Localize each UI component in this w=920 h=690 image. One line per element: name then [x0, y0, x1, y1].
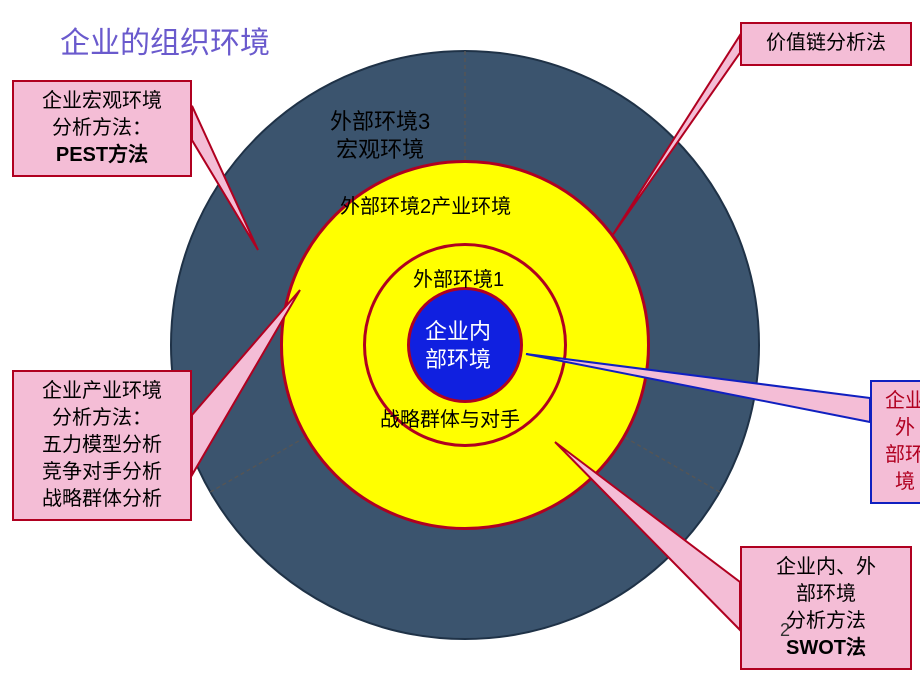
callout-value-chain: 价值链分析法 [740, 22, 912, 66]
callout-pest: 企业宏观环境分析方法：PEST方法 [12, 80, 192, 177]
page-number: 2 [780, 620, 790, 641]
callout-five-forces: 企业产业环境分析方法：五力模型分析竞争对手分析战略群体分析 [12, 370, 192, 521]
callout-internal-env: 企业外部环境 [870, 380, 920, 504]
callout-swot: 企业内、外部环境分析方法SWOT法 [740, 546, 912, 670]
diagram-stage: 企业的组织环境 外部环境3 宏观环境 外部环境2产业环境 外部环境1 战略群体与… [0, 0, 920, 690]
